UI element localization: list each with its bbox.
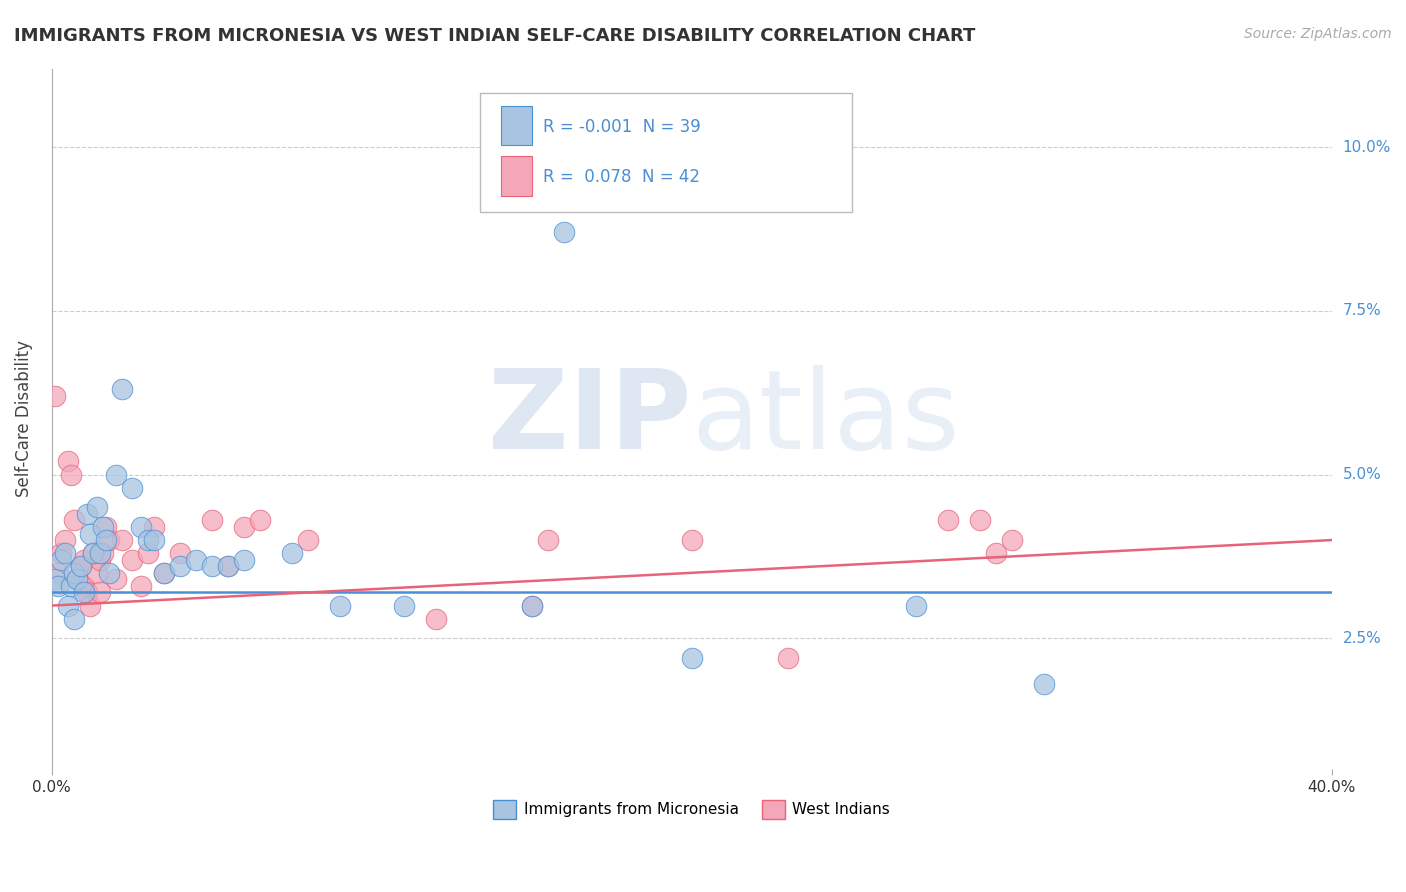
Point bbox=[63, 513, 86, 527]
Point bbox=[1032, 677, 1054, 691]
Legend: Immigrants from Micronesia, West Indians: Immigrants from Micronesia, West Indians bbox=[486, 794, 896, 825]
Point bbox=[89, 585, 111, 599]
Point bbox=[44, 573, 66, 587]
Point bbox=[86, 566, 108, 580]
Point bbox=[232, 520, 254, 534]
Point bbox=[520, 599, 543, 613]
Point bbox=[79, 526, 101, 541]
Point bbox=[681, 651, 703, 665]
Point bbox=[44, 389, 66, 403]
Text: 2.5%: 2.5% bbox=[1343, 631, 1381, 646]
Point bbox=[425, 612, 447, 626]
Point bbox=[63, 612, 86, 626]
Point bbox=[89, 552, 111, 566]
Point bbox=[76, 585, 98, 599]
Point bbox=[69, 559, 91, 574]
Point bbox=[104, 573, 127, 587]
Point bbox=[143, 533, 166, 547]
Point bbox=[152, 566, 174, 580]
Point bbox=[297, 533, 319, 547]
Point bbox=[59, 579, 82, 593]
Point bbox=[776, 651, 799, 665]
Point bbox=[249, 513, 271, 527]
Point bbox=[56, 599, 79, 613]
Point bbox=[94, 520, 117, 534]
Point bbox=[217, 559, 239, 574]
Point bbox=[136, 546, 159, 560]
Point bbox=[73, 579, 96, 593]
Point bbox=[76, 507, 98, 521]
Point bbox=[520, 599, 543, 613]
Text: 10.0%: 10.0% bbox=[1343, 140, 1391, 154]
Text: 7.5%: 7.5% bbox=[1343, 303, 1381, 318]
Point bbox=[46, 579, 69, 593]
Point bbox=[94, 533, 117, 547]
Point bbox=[69, 559, 91, 574]
Point bbox=[51, 546, 73, 560]
Point bbox=[111, 533, 134, 547]
Text: atlas: atlas bbox=[692, 366, 960, 473]
Point bbox=[184, 552, 207, 566]
Point bbox=[131, 520, 153, 534]
Point bbox=[936, 513, 959, 527]
Point bbox=[984, 546, 1007, 560]
Point bbox=[232, 552, 254, 566]
Y-axis label: Self-Care Disability: Self-Care Disability bbox=[15, 341, 32, 498]
Point bbox=[104, 467, 127, 482]
Point bbox=[56, 454, 79, 468]
Point bbox=[86, 500, 108, 515]
Point bbox=[201, 513, 224, 527]
Point bbox=[553, 225, 575, 239]
Point bbox=[91, 520, 114, 534]
Point bbox=[201, 559, 224, 574]
Point bbox=[121, 552, 143, 566]
Point bbox=[53, 533, 76, 547]
Point bbox=[66, 573, 89, 587]
Point bbox=[46, 566, 69, 580]
Point bbox=[329, 599, 352, 613]
Point bbox=[1000, 533, 1022, 547]
FancyBboxPatch shape bbox=[501, 105, 531, 145]
Text: IMMIGRANTS FROM MICRONESIA VS WEST INDIAN SELF-CARE DISABILITY CORRELATION CHART: IMMIGRANTS FROM MICRONESIA VS WEST INDIA… bbox=[14, 27, 976, 45]
Point bbox=[121, 481, 143, 495]
Text: R = -0.001  N = 39: R = -0.001 N = 39 bbox=[543, 118, 702, 136]
Point bbox=[82, 546, 104, 560]
Point bbox=[169, 559, 191, 574]
Point bbox=[169, 546, 191, 560]
Point bbox=[904, 599, 927, 613]
Text: 5.0%: 5.0% bbox=[1343, 467, 1381, 482]
Point bbox=[79, 599, 101, 613]
Point bbox=[63, 566, 86, 580]
Point bbox=[98, 533, 121, 547]
Point bbox=[98, 566, 121, 580]
Point bbox=[111, 383, 134, 397]
Point bbox=[131, 579, 153, 593]
Point bbox=[91, 546, 114, 560]
Text: Source: ZipAtlas.com: Source: ZipAtlas.com bbox=[1244, 27, 1392, 41]
Point bbox=[969, 513, 991, 527]
Text: ZIP: ZIP bbox=[488, 366, 692, 473]
Text: R =  0.078  N = 42: R = 0.078 N = 42 bbox=[543, 169, 700, 186]
Point bbox=[59, 467, 82, 482]
Point bbox=[73, 552, 96, 566]
Point bbox=[143, 520, 166, 534]
FancyBboxPatch shape bbox=[501, 156, 531, 196]
Point bbox=[53, 546, 76, 560]
Point bbox=[681, 533, 703, 547]
Point bbox=[51, 552, 73, 566]
FancyBboxPatch shape bbox=[481, 93, 852, 212]
Point bbox=[280, 546, 302, 560]
Point bbox=[82, 546, 104, 560]
Point bbox=[89, 546, 111, 560]
Point bbox=[537, 533, 560, 547]
Point bbox=[152, 566, 174, 580]
Point bbox=[217, 559, 239, 574]
Point bbox=[392, 599, 415, 613]
Point bbox=[66, 573, 89, 587]
Point bbox=[136, 533, 159, 547]
Point bbox=[73, 585, 96, 599]
